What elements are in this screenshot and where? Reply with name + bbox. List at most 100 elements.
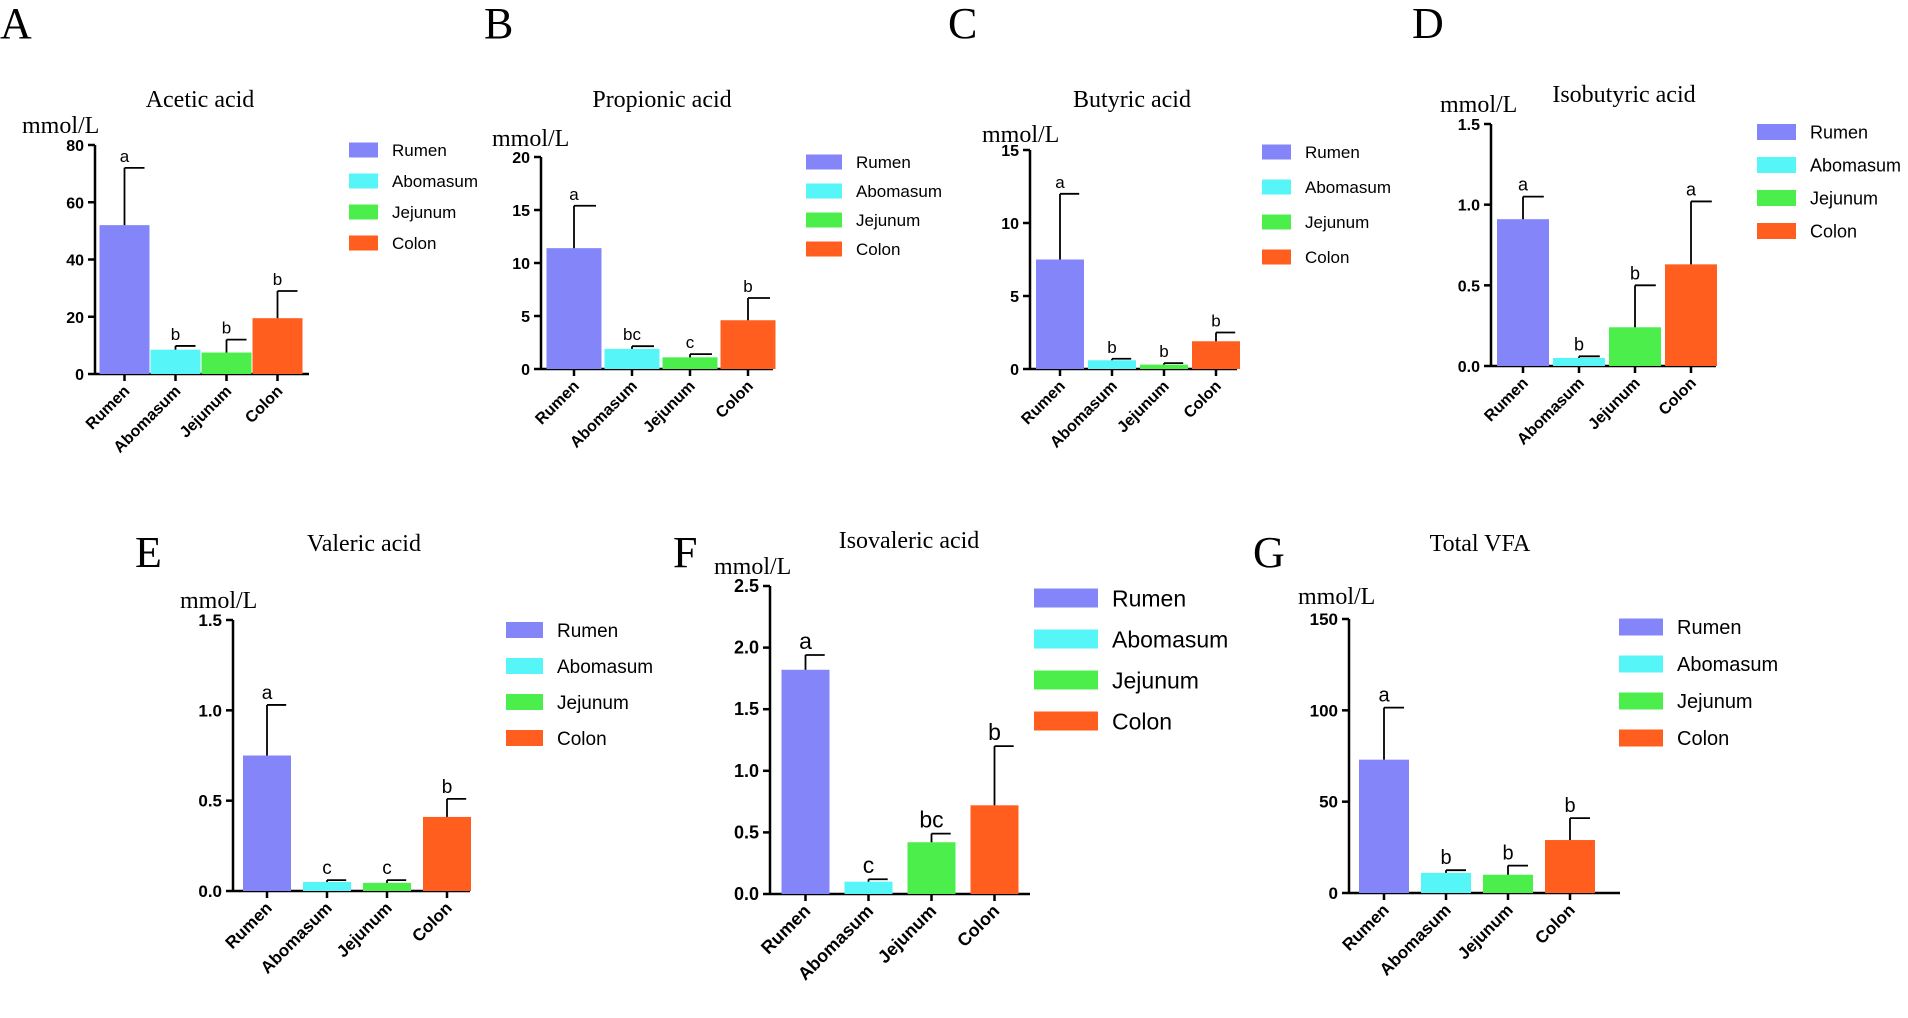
legend-label: Jejunum — [1112, 667, 1199, 693]
legend-label: Abomasum — [557, 657, 653, 678]
legend-swatch-colon — [506, 730, 543, 746]
significance-letter: a — [569, 185, 579, 204]
bar-jejunum — [1609, 327, 1661, 366]
x-tick-label: Rumen — [1018, 378, 1068, 428]
y-tick-label: 0 — [75, 367, 84, 384]
chart-title: Isovaleric acid — [839, 528, 980, 554]
y-tick-label: 0.5 — [198, 792, 222, 811]
significance-letter: b — [1159, 342, 1168, 361]
legend-swatch-jejunum — [349, 204, 378, 220]
legend-label: Jejunum — [1305, 213, 1369, 232]
legend-label: Jejunum — [856, 211, 920, 230]
y-axis-label: mmol/L — [982, 122, 1059, 148]
legend-swatch-rumen — [1757, 124, 1796, 140]
y-tick-label: 10 — [1001, 216, 1019, 233]
significance-letter: a — [120, 147, 130, 166]
significance-letter: b — [171, 325, 180, 344]
y-axis-label: mmol/L — [1298, 584, 1375, 610]
y-tick-label: 150 — [1310, 610, 1338, 629]
y-tick-label: 1.0 — [1458, 198, 1480, 215]
legend-label: Colon — [1810, 221, 1857, 241]
significance-letter: b — [988, 719, 1001, 745]
x-tick-label: Jejunum — [1114, 378, 1173, 437]
y-tick-label: 1.5 — [1458, 117, 1480, 134]
legend-swatch-jejunum — [1262, 214, 1291, 230]
legend-swatch-colon — [1262, 249, 1291, 265]
y-tick-label: 20 — [66, 310, 84, 327]
chart-title: Total VFA — [1430, 531, 1531, 557]
legend-label: Abomasum — [1677, 654, 1778, 676]
x-tick-label: Rumen — [83, 383, 133, 433]
panel-letter: F — [673, 528, 697, 577]
y-tick-label: 1.0 — [734, 761, 759, 781]
legend-swatch-abomasum — [1619, 655, 1663, 673]
legend-swatch-rumen — [1034, 588, 1098, 608]
legend-swatch-rumen — [1619, 618, 1663, 636]
legend-label: Jejunum — [1810, 188, 1878, 208]
y-tick-label: 0.5 — [734, 822, 759, 842]
chart-title: Butyric acid — [1073, 87, 1191, 113]
y-tick-label: 0 — [1329, 884, 1338, 903]
bar-abomasum — [303, 881, 351, 891]
significance-letter: b — [1107, 338, 1116, 357]
legend-swatch-jejunum — [506, 694, 543, 710]
significance-letter: bc — [623, 325, 641, 344]
legend-label: Rumen — [1305, 143, 1360, 162]
legend-swatch-rumen — [1262, 144, 1291, 160]
chart-panel-a: A Acetic acid mmol/L 0 20 40 60 80 a Rumen b Abomas… — [0, 0, 478, 456]
x-tick-label: Colon — [953, 901, 1003, 951]
legend-label: Abomasum — [392, 172, 478, 191]
panel-letter: E — [135, 528, 162, 577]
y-tick-label: 60 — [66, 195, 84, 212]
legend-label: Abomasum — [1112, 626, 1228, 652]
significance-letter: b — [273, 270, 282, 289]
bar-rumen — [1036, 259, 1084, 369]
legend-swatch-jejunum — [806, 212, 842, 228]
y-tick-label: 100 — [1310, 701, 1338, 720]
x-tick-label: Colon — [1531, 900, 1578, 947]
significance-letter: c — [382, 858, 392, 879]
legend-swatch-abomasum — [506, 658, 543, 674]
y-axis-label: mmol/L — [492, 126, 569, 152]
chart-panel-d: D Isobutyric acid mmol/L 0.0 0.5 1.0 1.5 a Rumen… — [1412, 0, 1901, 448]
legend-label: Rumen — [1810, 122, 1868, 142]
x-tick-label: Jejunum — [1585, 375, 1644, 434]
y-tick-label: 80 — [66, 138, 84, 155]
significance-letter: a — [1378, 685, 1390, 707]
significance-letter: b — [1574, 334, 1584, 354]
bar-jejunum — [1483, 874, 1533, 893]
y-tick-label: 0 — [521, 362, 530, 379]
bar-colon — [720, 320, 776, 369]
legend-swatch-jejunum — [1619, 692, 1663, 710]
x-tick-label: Rumen — [1339, 900, 1393, 954]
significance-letter: a — [799, 628, 812, 654]
bar-colon — [252, 318, 303, 374]
x-tick-label: Colon — [1656, 375, 1700, 419]
y-tick-label: 5 — [1010, 289, 1019, 306]
x-tick-label: Jejunum — [333, 898, 396, 961]
x-tick-label: Colon — [1181, 378, 1225, 422]
chart-title: Propionic acid — [592, 87, 731, 113]
bar-colon — [423, 816, 471, 891]
y-axis-label: mmol/L — [714, 554, 791, 580]
legend-label: Colon — [392, 234, 436, 253]
legend-label: Colon — [1677, 728, 1729, 750]
bar-colon — [1545, 840, 1595, 893]
panel-letter: D — [1412, 0, 1444, 48]
significance-letter: c — [322, 858, 332, 879]
x-tick-label: Colon — [713, 378, 757, 422]
chart-panel-f: F Isovaleric acid mmol/L 0.0 0.5 1.0 1.5 2.0 2.5… — [673, 528, 1228, 984]
y-tick-label: 0.5 — [1458, 278, 1480, 295]
x-tick-label: Rumen — [222, 898, 276, 952]
y-tick-label: 1.5 — [734, 699, 759, 719]
significance-letter: c — [863, 852, 875, 878]
legend-swatch-abomasum — [806, 183, 842, 199]
y-tick-label: 2.0 — [734, 638, 759, 658]
x-tick-label: Rumen — [532, 378, 582, 428]
significance-letter: a — [1518, 175, 1529, 195]
panel-letter: A — [0, 0, 32, 48]
bar-rumen — [99, 225, 150, 374]
y-tick-label: 5 — [521, 309, 530, 326]
y-tick-label: 1.5 — [198, 611, 222, 630]
legend-swatch-rumen — [506, 622, 543, 638]
